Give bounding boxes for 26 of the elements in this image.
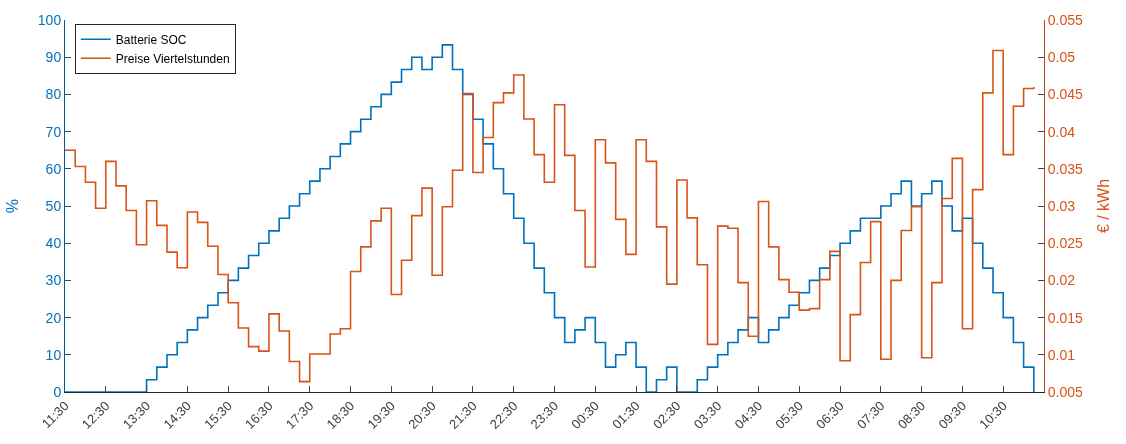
y-tick-label: 70 — [45, 123, 62, 140]
y-tick-label: 90 — [45, 49, 62, 66]
y-tick-label: 10 — [45, 346, 62, 363]
y-tick-label: 20 — [45, 309, 62, 326]
y2-tick-label: 0.05 — [1047, 49, 1076, 66]
legend-label: Preise Viertelstunden — [115, 51, 230, 66]
y2-tick-label: 0.055 — [1047, 11, 1084, 28]
y-tick-label: 80 — [45, 86, 62, 103]
y-axis-title: % — [3, 198, 21, 214]
y2-tick-label: 0.03 — [1047, 197, 1076, 214]
y2-tick-label: 0.015 — [1047, 309, 1084, 326]
y-tick-label: 0 — [53, 383, 62, 400]
y-tick-label: 30 — [45, 272, 62, 289]
legend-label: Batterie SOC — [115, 32, 187, 47]
y2-tick-label: 0.035 — [1047, 160, 1084, 177]
y2-tick-label: 0.04 — [1047, 123, 1076, 140]
y2-tick-label: 0.005 — [1047, 383, 1084, 400]
y-tick-label: 60 — [45, 160, 62, 177]
y-tick-label: 50 — [45, 197, 62, 214]
y2-tick-label: 0.02 — [1047, 272, 1076, 289]
y-tick-label: 40 — [45, 235, 62, 252]
y2-tick-label: 0.025 — [1047, 235, 1084, 252]
y-tick-label: 100 — [37, 11, 62, 28]
y2-tick-label: 0.045 — [1047, 86, 1084, 103]
y2-tick-label: 0.01 — [1047, 346, 1076, 363]
y2-axis-title: € / kWh — [1094, 178, 1112, 234]
